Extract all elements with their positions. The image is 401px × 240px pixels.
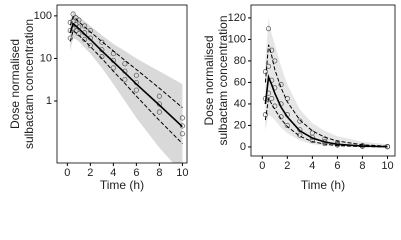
observed-point — [133, 72, 139, 78]
observed-point — [297, 127, 303, 133]
y-tick-label: 100 — [228, 33, 246, 45]
observed-point — [179, 131, 185, 137]
percentile-line — [69, 16, 183, 108]
x-tick-label: 8 — [359, 160, 365, 172]
y-tick-label: 0 — [240, 141, 246, 153]
percentile-line — [264, 73, 388, 148]
y-tick-label: 120 — [228, 12, 246, 24]
observed-point — [265, 63, 272, 69]
y-axis-label: sulbactam concentration — [22, 19, 36, 149]
x-tick-label: 2 — [87, 167, 93, 179]
observed-point — [179, 115, 185, 121]
percentile-line — [69, 29, 183, 144]
percentile-line — [264, 44, 388, 147]
observed-point — [262, 69, 268, 75]
x-tick-label: 10 — [381, 160, 393, 172]
observed-point — [87, 28, 93, 34]
observed-point — [87, 43, 93, 49]
observed-point — [322, 136, 328, 142]
x-tick-label: 2 — [284, 160, 290, 172]
y-axis-label: Dose normalised — [8, 39, 22, 129]
y-tick-label: 100 — [34, 10, 52, 22]
x-tick-label: 8 — [156, 167, 162, 179]
y-tick-label: 60 — [234, 76, 246, 88]
plot-area — [67, 11, 185, 163]
y-axis-label: sulbactam concentration — [216, 15, 230, 145]
observed-point — [269, 96, 275, 102]
observed-point — [110, 65, 116, 71]
observed-point — [99, 39, 105, 45]
observed-point — [133, 87, 139, 93]
observed-point — [82, 36, 88, 42]
observed-point — [265, 26, 272, 32]
plot-frame — [250, 4, 396, 157]
y-tick-label: 40 — [234, 98, 246, 110]
plot-frame — [56, 4, 188, 164]
x-tick-label: 10 — [176, 167, 188, 179]
observed-point — [122, 76, 128, 83]
y-tick-label: 1 — [46, 95, 52, 107]
observed-point — [179, 123, 185, 129]
x-tick-label: 0 — [259, 160, 265, 172]
x-axis-label: Time (h) — [100, 178, 144, 192]
prediction-band — [70, 12, 183, 163]
observed-point — [309, 130, 315, 136]
y-tick-label: 80 — [234, 55, 246, 67]
prediction-band — [265, 17, 388, 147]
plot-area — [262, 17, 391, 150]
y-tick-label: 10 — [40, 52, 52, 64]
percentile-line — [69, 22, 183, 128]
x-tick-label: 4 — [110, 167, 116, 179]
y-axis-label: Dose normalised — [202, 35, 216, 125]
observed-point — [269, 47, 275, 53]
y-tick-label: 20 — [234, 119, 246, 131]
observed-point — [156, 109, 162, 115]
x-tick-label: 6 — [334, 160, 340, 172]
observed-point — [82, 23, 88, 29]
observed-point — [284, 122, 290, 129]
observed-point — [156, 93, 162, 99]
x-axis-label: Time (h) — [301, 178, 345, 192]
x-tick-label: 4 — [309, 160, 315, 172]
observed-point — [122, 61, 128, 67]
percentile-line — [264, 97, 388, 148]
x-tick-label: 6 — [133, 167, 139, 179]
panel: 0 2 4 6 8 10 1 10 100 Time (h) Dose normalised sulb… — [8, 4, 189, 192]
x-tick-label: 0 — [64, 167, 70, 179]
observed-point — [297, 118, 303, 124]
